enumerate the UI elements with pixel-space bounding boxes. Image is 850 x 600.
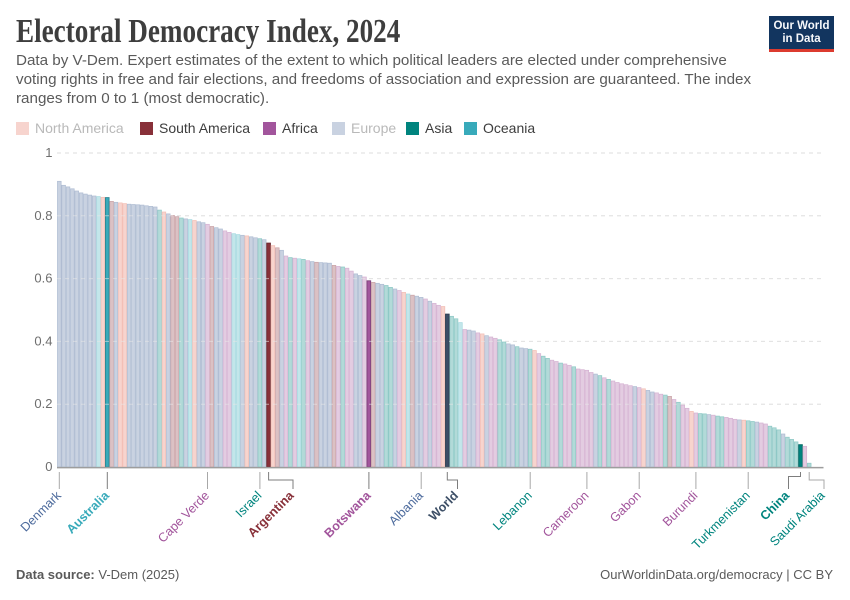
- svg-text:0.8: 0.8: [34, 208, 52, 223]
- svg-text:0: 0: [45, 459, 52, 474]
- svg-text:Denmark: Denmark: [18, 488, 65, 535]
- svg-text:0.6: 0.6: [34, 271, 52, 286]
- svg-text:Botswana: Botswana: [322, 488, 375, 541]
- svg-text:1: 1: [45, 145, 52, 160]
- svg-text:0.2: 0.2: [34, 396, 52, 411]
- svg-text:Lebanon: Lebanon: [490, 489, 535, 534]
- svg-text:Australia: Australia: [64, 488, 113, 537]
- svg-text:Gabon: Gabon: [607, 489, 644, 526]
- svg-text:Cameroon: Cameroon: [540, 489, 591, 540]
- svg-text:Cape Verde: Cape Verde: [155, 489, 212, 546]
- svg-text:Albania: Albania: [386, 489, 426, 529]
- svg-text:0.4: 0.4: [34, 333, 52, 348]
- svg-text:Burundi: Burundi: [660, 489, 701, 530]
- svg-text:World: World: [426, 489, 461, 524]
